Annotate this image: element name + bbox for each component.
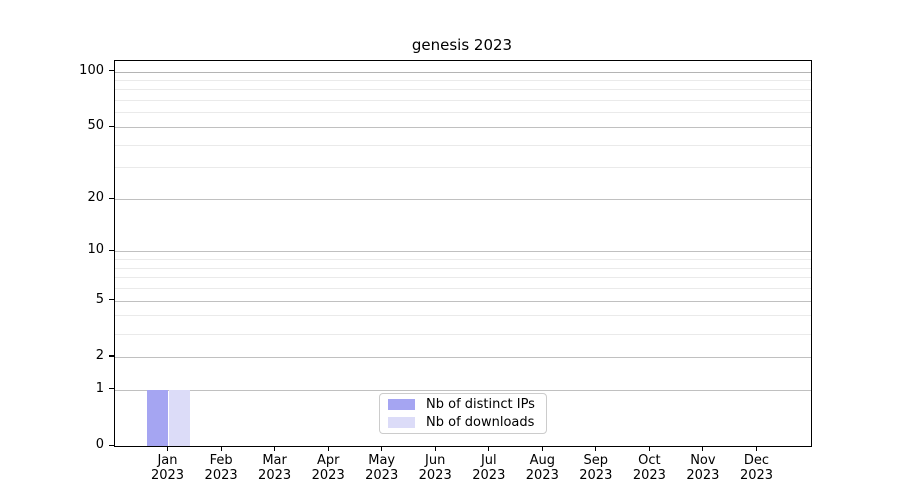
gridline-minor xyxy=(115,259,811,261)
x-tick-mark xyxy=(274,446,276,451)
x-tick-month: Jun xyxy=(425,453,446,468)
x-tick-month: Oct xyxy=(638,453,661,468)
gridline-major xyxy=(115,389,811,391)
x-tick-label: Jan 2023 xyxy=(136,453,200,483)
y-tick-mark xyxy=(109,444,114,446)
bar-distinct-ips xyxy=(147,389,169,446)
x-tick-month: Feb xyxy=(209,453,233,468)
x-tick-year: 2023 xyxy=(472,468,506,483)
gridline-minor xyxy=(115,112,811,114)
gridline-major xyxy=(115,199,811,200)
gridline-major xyxy=(115,300,811,302)
x-tick-label: Dec 2023 xyxy=(725,453,789,483)
x-tick-month: Jan xyxy=(157,453,178,468)
y-tick-mark xyxy=(109,249,114,252)
y-tick-mark xyxy=(109,299,114,301)
legend-row: Nb of downloads xyxy=(388,415,538,430)
bar-downloads xyxy=(168,389,190,446)
x-tick-year: 2023 xyxy=(365,468,399,483)
x-tick-mark xyxy=(220,446,222,451)
x-tick-mark xyxy=(702,446,704,451)
x-tick-label: Nov 2023 xyxy=(671,453,735,483)
x-tick-month: Apr xyxy=(316,453,340,468)
gridline-minor xyxy=(115,100,811,102)
x-tick-month: Dec xyxy=(743,453,770,468)
x-tick-mark xyxy=(488,446,490,451)
legend-swatch xyxy=(388,416,415,428)
y-tick-label: 100 xyxy=(79,62,104,78)
x-tick-mark xyxy=(755,446,758,451)
x-tick-month: Mar xyxy=(262,453,287,468)
x-tick-year: 2023 xyxy=(204,468,238,483)
x-tick-month: Jul xyxy=(480,453,497,468)
gridline-major xyxy=(115,71,811,73)
gridline-minor xyxy=(115,288,811,290)
y-tick-label: 20 xyxy=(87,190,104,205)
gridline-minor xyxy=(115,333,811,335)
x-tick-label: Apr 2023 xyxy=(296,453,360,483)
x-tick-year: 2023 xyxy=(418,468,452,483)
y-tick-mark xyxy=(109,70,114,72)
y-tick-label: 0 xyxy=(95,437,104,452)
y-tick-label: 10 xyxy=(87,242,104,258)
x-tick-month: Nov xyxy=(690,453,716,468)
x-tick-year: 2023 xyxy=(311,468,345,483)
x-tick-month: Aug xyxy=(529,453,555,468)
x-tick-label: Jun 2023 xyxy=(403,453,467,483)
gridline-minor xyxy=(115,267,811,269)
legend-swatch xyxy=(388,399,415,411)
x-tick-mark xyxy=(327,446,329,451)
y-tick-label: 2 xyxy=(95,347,104,363)
x-tick-label: Jul 2023 xyxy=(457,453,521,483)
plot-area: Nb of distinct IPs Nb of downloads xyxy=(114,60,812,447)
x-tick-month: May xyxy=(368,453,396,468)
y-tick-mark xyxy=(109,388,114,390)
y-tick-label: 50 xyxy=(87,118,104,133)
y-tick-label: 5 xyxy=(95,291,104,307)
x-tick-month: Sep xyxy=(583,453,609,468)
legend-label: Nb of downloads xyxy=(426,414,535,430)
x-tick-mark xyxy=(541,446,543,451)
x-tick-label: Sep 2023 xyxy=(564,453,628,483)
x-tick-mark xyxy=(381,446,383,451)
gridline-minor xyxy=(115,89,811,91)
x-tick-label: Feb 2023 xyxy=(189,453,253,483)
x-tick-year: 2023 xyxy=(632,468,666,483)
x-tick-year: 2023 xyxy=(579,468,613,483)
x-tick-mark xyxy=(595,446,597,451)
gridline-minor xyxy=(115,277,811,279)
x-tick-mark xyxy=(648,446,650,451)
x-tick-year: 2023 xyxy=(525,468,559,483)
y-tick-label: 1 xyxy=(95,380,104,396)
gridline-major xyxy=(115,127,811,128)
x-tick-mark xyxy=(434,446,436,451)
gridline-minor xyxy=(115,80,811,81)
gridline-major xyxy=(115,356,811,358)
y-tick-mark xyxy=(109,355,114,357)
legend-row: Nb of distinct IPs xyxy=(388,397,538,412)
gridline-major xyxy=(115,251,811,253)
x-tick-mark xyxy=(166,446,169,451)
x-tick-year: 2023 xyxy=(150,468,185,483)
gridline-minor xyxy=(115,315,811,317)
x-tick-year: 2023 xyxy=(258,468,292,483)
y-tick-mark xyxy=(109,125,114,127)
x-tick-year: 2023 xyxy=(739,468,774,483)
gridline-minor xyxy=(115,167,811,169)
x-tick-label: May 2023 xyxy=(350,453,414,483)
x-tick-label: Oct 2023 xyxy=(617,453,681,483)
x-tick-label: Mar 2023 xyxy=(243,453,307,483)
gridline-minor xyxy=(115,144,811,146)
legend-label: Nb of distinct IPs xyxy=(426,397,535,413)
x-tick-year: 2023 xyxy=(686,468,720,483)
legend: Nb of distinct IPs Nb of downloads xyxy=(379,393,547,434)
y-tick-mark xyxy=(109,197,114,199)
x-tick-label: Aug 2023 xyxy=(510,453,574,483)
chart-title: genesis 2023 xyxy=(411,36,513,54)
